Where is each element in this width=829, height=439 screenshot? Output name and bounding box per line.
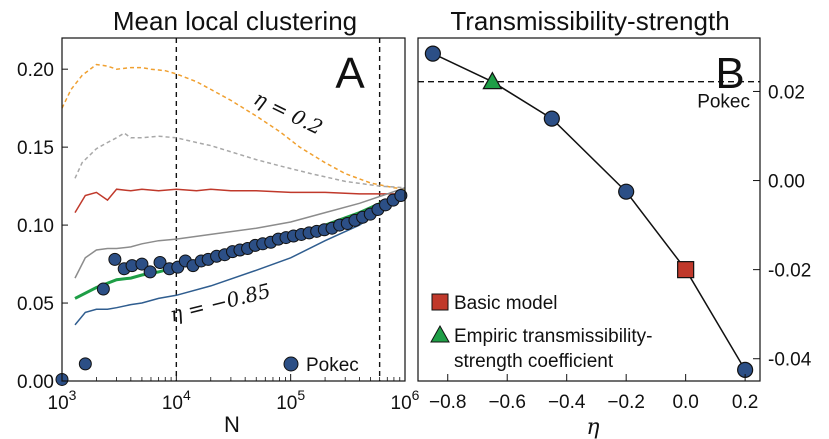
panel-b-letter: B [715, 49, 744, 98]
panel-b-legend-label-1-line-1: strength coefficient [454, 351, 614, 372]
panel-b-marker-1 [543, 110, 560, 127]
panel-a-xtick-label-2: 105 [276, 387, 305, 414]
panel-a-series-1 [74, 132, 406, 189]
panel-b-marker-5 [482, 71, 503, 90]
panel-a-point-6 [135, 257, 149, 271]
panel-a-series-5 [74, 191, 406, 326]
panel-b-xtick-label-0: −0.8 [429, 392, 467, 413]
panel-b-plot: Pokec −0.8 −0.6 −0.4 −0.2 0.0 0.2 -0.04 -0.02 0.0… [417, 37, 812, 413]
panel-b-legend-label-1-line-0: Empiric transmissibility- [454, 326, 652, 347]
panel-a-point-39 [394, 188, 408, 202]
panel-a-xtick-label-1: 104 [162, 387, 191, 414]
panel-b-legend-triangle [430, 324, 450, 343]
panel-b-background [418, 38, 760, 381]
panel-b-frame [417, 37, 761, 382]
panel-b-xlabel: η [586, 415, 599, 439]
panel-a-series-3 [74, 186, 406, 279]
panel-a-ytick-label-0: 0.00 [17, 372, 54, 393]
panel-a-ytick-label-2: 0.10 [17, 216, 54, 237]
panel-a-ytick-label-1: 0.05 [17, 294, 54, 315]
panel-b-marker-4 [677, 261, 695, 279]
panel-a-title: Mean local clustering [113, 6, 357, 36]
panel-a-point-3 [108, 252, 122, 266]
panel-a-point-8 [153, 256, 167, 270]
panel-a-series-0 [61, 63, 406, 190]
panel-b-legend-square [431, 293, 449, 311]
panel-a-ytick-label-4: 0.20 [17, 60, 54, 81]
panel-b-xtick-label-1: −0.6 [488, 392, 526, 413]
panel-b-xtick-label-2: −0.4 [548, 392, 586, 413]
panel-a-letter: A [335, 49, 365, 98]
panel-a-legend-marker [283, 356, 299, 372]
panel-b-xtick-label-5: 0.2 [732, 392, 758, 413]
panel-a-ytick-label-3: 0.15 [17, 138, 54, 159]
panel-a-series-2 [74, 188, 405, 213]
panel-a-legend-label: Pokec [306, 355, 359, 376]
panel-a-point-1 [78, 357, 92, 371]
panel-a-point-2 [96, 282, 110, 296]
panel-b-ytick-label-0: -0.04 [768, 350, 812, 371]
panel-b-hline-label: Pokec [697, 92, 750, 113]
panel-a-xtick-label-3: 106 [391, 387, 420, 414]
panel-b-ytick-label-1: -0.02 [768, 261, 811, 282]
panel-a-point-7 [143, 265, 157, 279]
panel-b-ytick-label-2: 0.00 [768, 172, 805, 193]
panel-b-xtick-label-3: −0.2 [607, 392, 645, 413]
panel-b-marker-0 [424, 45, 441, 62]
panel-b-marker-2 [618, 183, 635, 200]
panel-a-xtick-label-0: 103 [48, 387, 77, 414]
panel-b-xtick-label-4: 0.0 [672, 392, 698, 413]
panel-b-ytick-label-3: 0.02 [768, 82, 805, 103]
panel-b-title: Transmissibility-strength [450, 6, 729, 36]
panel-b-legend-label-0: Basic model [454, 293, 558, 314]
panel-b-series-line [432, 52, 746, 371]
panel-a-xlabel: N [224, 412, 240, 437]
panel-a-background [62, 38, 405, 381]
panel-a-frame [61, 37, 406, 382]
